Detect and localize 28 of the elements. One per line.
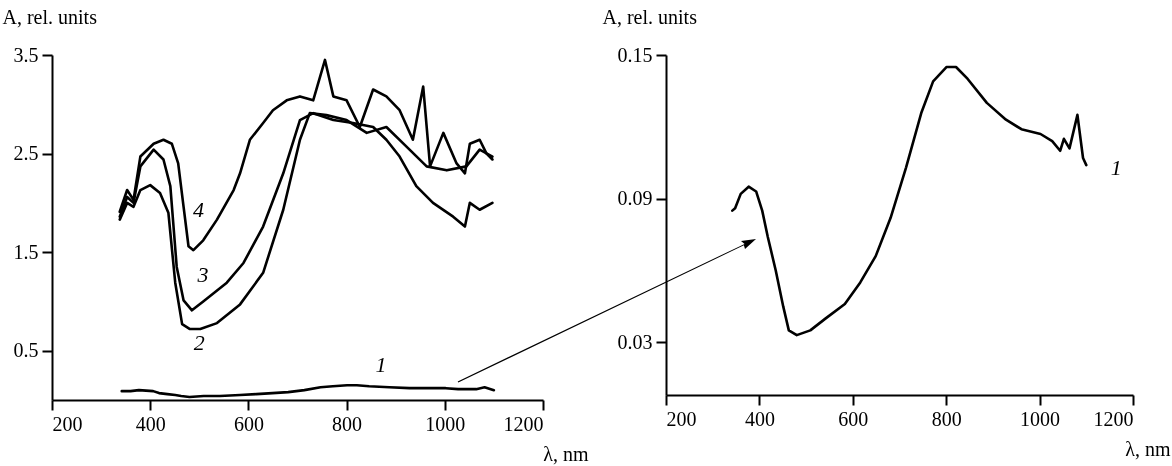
series-label: 1 (1110, 155, 1122, 181)
y-tick-label: 0.5 (13, 339, 39, 362)
y-tick-label: 0.03 (617, 330, 653, 353)
x-tick-label: 200 (666, 407, 697, 430)
x-axis-title: λ, nm (543, 442, 589, 465)
x-tick-label: 800 (332, 412, 363, 435)
y-tick-label: 0.09 (617, 187, 653, 210)
y-axis-title: A, rel. units (2, 5, 98, 28)
x-tick-label: 200 (52, 412, 83, 435)
y-tick-label: 0.15 (617, 43, 653, 66)
series-label: 1 (375, 352, 387, 378)
x-tick-label: 600 (233, 412, 264, 435)
y-tick-label: 1.5 (13, 240, 39, 263)
x-tick-label: 1200 (1093, 407, 1134, 430)
x-tick-label: 1200 (503, 412, 544, 435)
series-label: 2 (193, 330, 205, 356)
x-tick-label: 1000 (425, 412, 466, 435)
x-tick-label: 400 (744, 407, 775, 430)
y-tick-label: 2.5 (13, 142, 39, 165)
x-tick-label: 600 (838, 407, 869, 430)
x-tick-label: 400 (135, 412, 166, 435)
series-label: 4 (192, 197, 204, 223)
y-axis-title: A, rel. units (602, 5, 698, 28)
x-tick-label: 800 (931, 407, 962, 430)
x-tick-label: 1000 (1020, 407, 1061, 430)
y-tick-label: 3.5 (13, 43, 39, 66)
series-label: 3 (196, 262, 209, 288)
x-axis-title: λ, nm (1125, 437, 1171, 460)
